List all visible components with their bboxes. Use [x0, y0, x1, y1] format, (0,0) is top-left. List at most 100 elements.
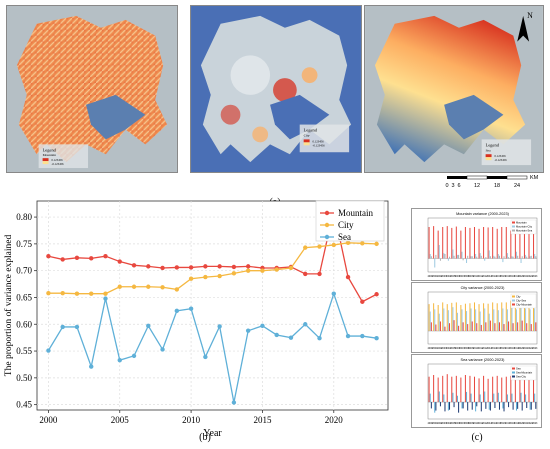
x-tick-label: 2020: [325, 415, 344, 425]
data-point-sea: [260, 323, 265, 329]
bar-sea-mountain: [534, 393, 536, 403]
mini-x-tick-label: 2017: [505, 422, 511, 425]
bar-city: [433, 303, 435, 331]
mini-legend-swatch: [512, 367, 515, 370]
legend-box: [315, 200, 385, 242]
data-point-sea: [274, 332, 279, 338]
bar-mountain: [451, 227, 453, 259]
mini-legend-swatch: [512, 229, 515, 232]
y-axis-label: The proportion of variance explained: [3, 235, 14, 377]
bar-sea-city: [512, 402, 514, 410]
mini-x-tick-label: 2002: [437, 347, 443, 350]
data-point-city: [288, 265, 294, 271]
mini-legend-label: City-Mountain: [516, 303, 533, 307]
bar-city: [510, 300, 512, 331]
bar-mountain-sea: [458, 254, 460, 259]
mini-x-tick-label: 2000: [428, 275, 434, 278]
mini-x-tick-label: 2009: [468, 422, 474, 425]
mini-x-tick-label: 2022: [528, 275, 534, 278]
x-tick-label: 2015: [253, 415, 272, 425]
data-point-city: [245, 268, 251, 273]
bar-city: [514, 299, 516, 331]
bar-sea: [478, 378, 480, 403]
data-point-sea: [345, 333, 351, 339]
bar-sea-city: [480, 402, 482, 412]
bar-mountain-sea: [444, 254, 446, 259]
bar-sea-mountain: [466, 391, 468, 403]
data-point-city: [360, 241, 365, 246]
y-tick-label: 0.70: [16, 266, 32, 276]
bar-mountain-city: [502, 258, 504, 263]
bar-mountain: [514, 227, 516, 259]
y-tick-label: 0.50: [16, 373, 32, 383]
bar-city-mountain: [471, 321, 473, 331]
bar-mountain-city: [479, 253, 481, 259]
data-point-mountain: [360, 299, 365, 304]
scale-tick-label: 24: [514, 183, 520, 189]
data-point-city: [117, 284, 122, 289]
bar-city-sea: [484, 308, 486, 331]
mini-x-tick-label: 2004: [446, 275, 452, 278]
bar-mountain-city: [466, 258, 468, 263]
data-point-mountain: [131, 263, 137, 268]
bar-mountain-sea: [453, 255, 455, 259]
bar-sea-mountain: [456, 395, 458, 403]
data-point-sea: [303, 322, 308, 327]
mini-legend-swatch: [512, 225, 515, 228]
mini-x-tick-label: 2018: [509, 347, 515, 350]
bar-mountain: [433, 226, 435, 259]
bar-sea-city: [430, 402, 432, 409]
bar-sea: [519, 373, 521, 403]
bar-sea-mountain: [502, 402, 504, 409]
bar-mountain-sea: [476, 256, 478, 259]
bar-sea: [469, 375, 471, 403]
bar-city: [501, 302, 503, 331]
mini-x-tick-label: 2006: [455, 347, 461, 350]
bar-city-sea: [452, 307, 454, 331]
data-point-mountain: [245, 264, 251, 269]
bar-mountain-sea: [530, 255, 532, 259]
bar-city-sea: [502, 308, 504, 331]
mini-legend-label: Sea-Mountain: [516, 371, 533, 375]
mini-x-tick-label: 2007: [459, 347, 465, 350]
data-point-city: [260, 268, 265, 273]
data-point-sea: [231, 400, 237, 405]
mini-x-tick-label: 2016: [500, 275, 506, 278]
map-mountain-svg: Legend Mountain 0.123456 -0.123456: [7, 6, 177, 172]
data-point-mountain: [117, 259, 122, 264]
data-point-mountain: [203, 264, 208, 269]
mini-x-tick-label: 2001: [432, 422, 438, 425]
panel-label-b: (b): [199, 432, 211, 443]
north-arrow-icon: N: [517, 11, 533, 42]
legend-label: Mountain: [338, 208, 373, 218]
data-point-sea: [331, 291, 336, 296]
map-city: Legend City 0.123456 -0.123456: [190, 5, 362, 173]
data-point-mountain: [103, 253, 108, 259]
data-point-city: [203, 274, 208, 280]
bar-mountain-sea: [494, 256, 496, 259]
bar-city: [428, 304, 430, 331]
bar-mountain-city: [511, 256, 513, 259]
bar-city-mountain: [508, 321, 510, 331]
mini-x-tick-label: 2006: [455, 422, 461, 425]
mini-chart-title: Mountain variance (2000-2023): [456, 212, 510, 216]
bar-sea-city: [435, 402, 437, 411]
bar-mountain-city: [470, 256, 472, 259]
bar-city-sea: [525, 308, 527, 331]
bar-sea-mountain: [443, 394, 445, 403]
data-point-sea: [374, 335, 379, 341]
mini-x-tick-label: 2007: [459, 275, 465, 278]
bar-mountain-city: [434, 258, 436, 268]
bar-city-sea: [475, 309, 477, 331]
bar-mountain: [446, 226, 448, 259]
mini-x-tick-label: 2014: [491, 275, 497, 278]
bar-city: [483, 303, 485, 331]
map1-legend-low: -0.123456: [51, 162, 64, 166]
bar-mountain-sea: [467, 255, 469, 259]
bar-sea-city: [485, 402, 487, 409]
mini-x-tick-label: 2016: [500, 347, 506, 350]
mini-x-tick-label: 2022: [528, 422, 534, 425]
scale-tick-label: 3: [451, 183, 454, 189]
data-point-mountain: [60, 257, 65, 262]
bar-mountain-sea: [521, 256, 523, 259]
